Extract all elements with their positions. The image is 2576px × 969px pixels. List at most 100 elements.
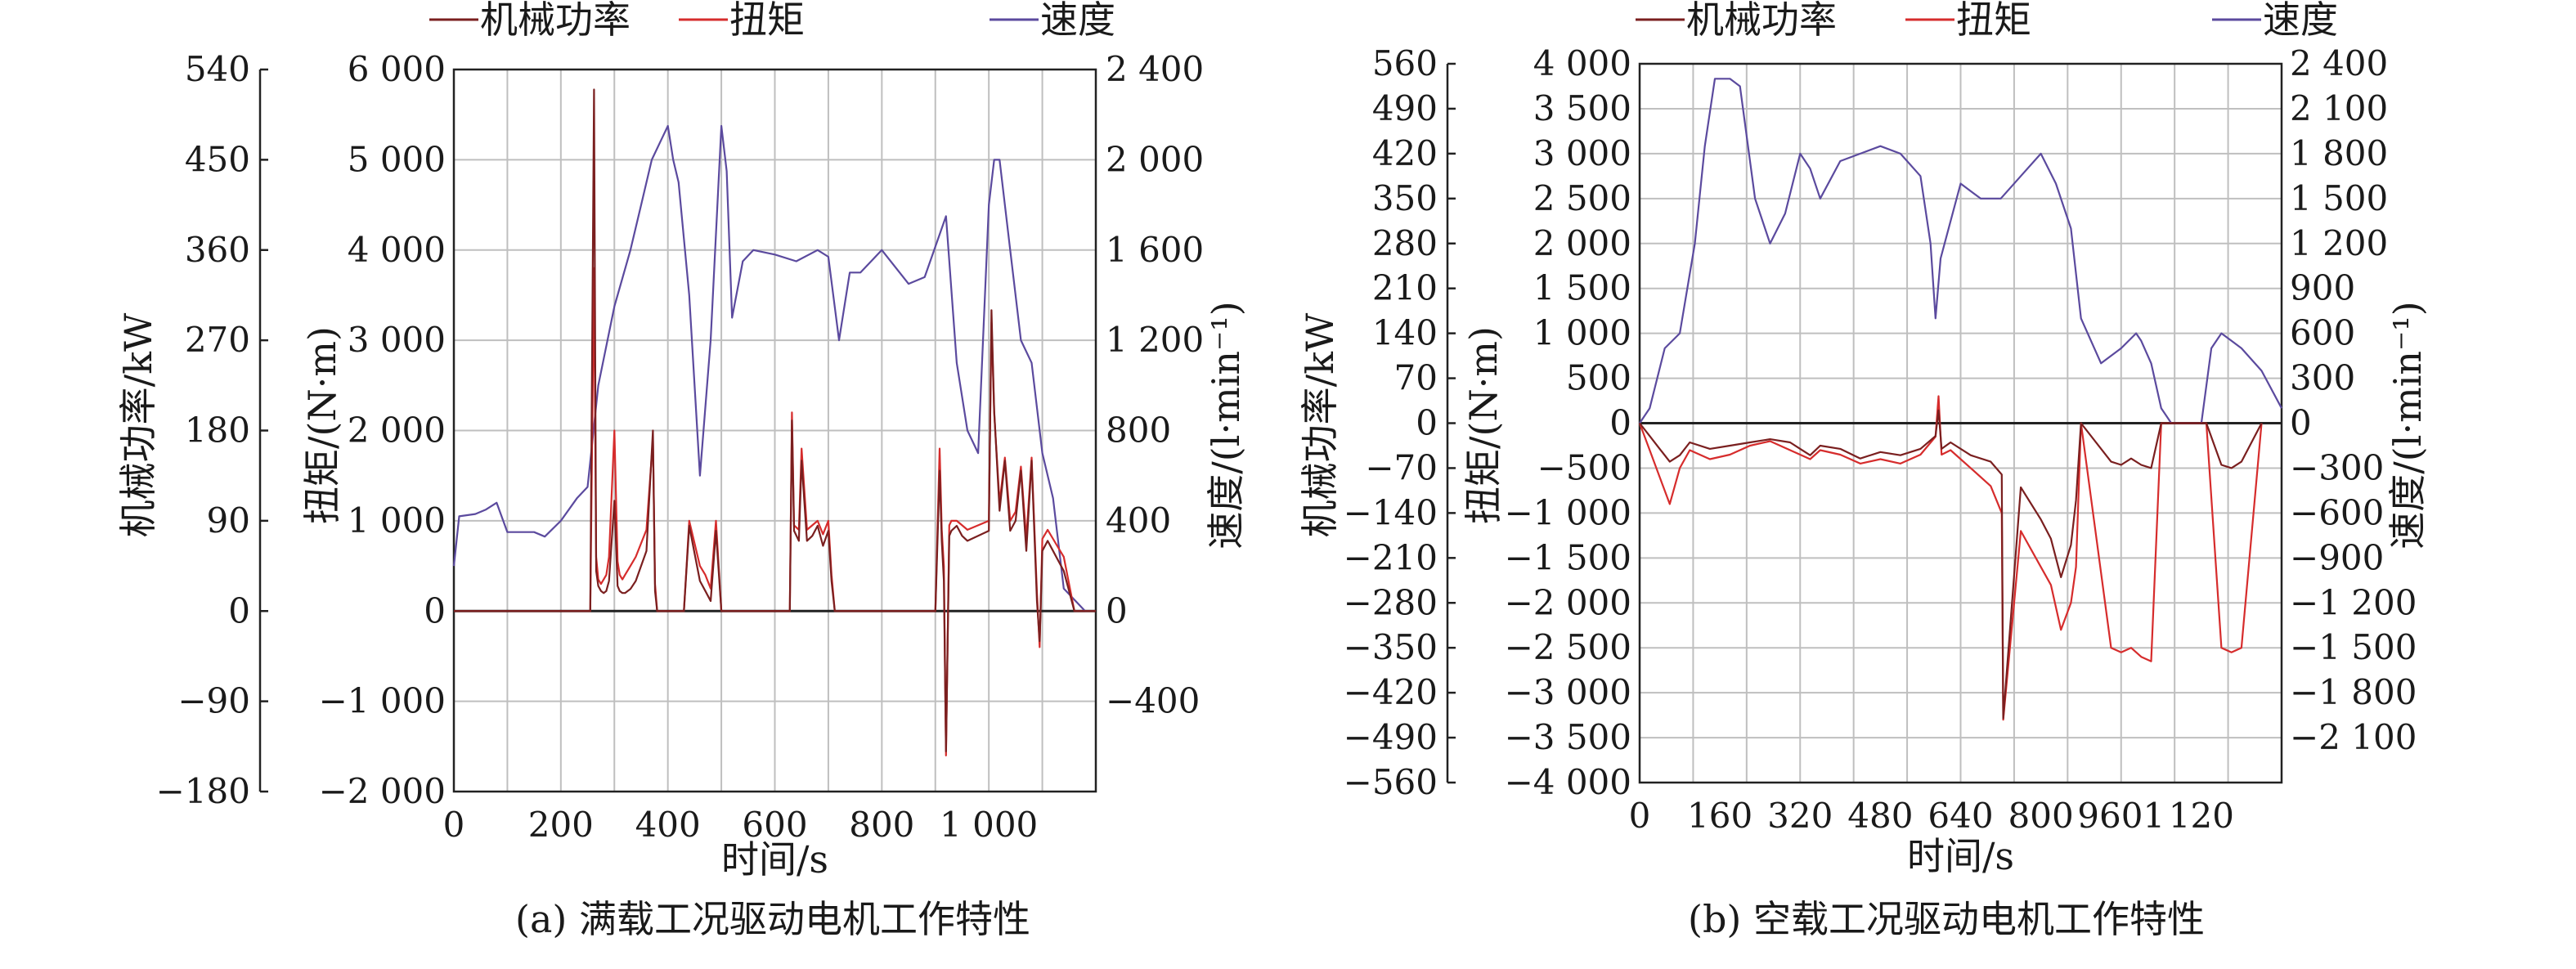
torque-tick-label: −2 500 (1505, 627, 1631, 667)
torque-tick-label: 2 000 (1533, 223, 1631, 263)
x-tick-label: 480 (1847, 796, 1913, 836)
power-tick-label: −490 (1344, 717, 1438, 757)
torque-tick-label: 4 000 (1533, 43, 1631, 83)
chart-panel-a: 540 450 360 270 180 90 0 −90 −180 6 000 5 000 4 000… (116, 0, 1248, 941)
legend-label: 扭矩 (729, 0, 805, 42)
power-tick-label: 180 (185, 410, 250, 451)
torque-tick-label: 2 500 (1533, 178, 1631, 218)
speed-tick-label: −1 200 (2290, 582, 2417, 622)
legend-label: 速度 (2263, 0, 2338, 42)
torque-tick-label: −2 000 (319, 771, 446, 811)
speed-tick-label: 300 (2290, 358, 2355, 398)
torque-tick-label: 1 000 (1533, 313, 1631, 353)
speed-tick-label: 1 500 (2290, 178, 2388, 218)
x-tick-label: 600 (742, 805, 807, 845)
power-tick-label: 540 (185, 49, 250, 89)
x-tick-label: 800 (2008, 796, 2074, 836)
x-tick-label: 400 (635, 805, 701, 845)
power-axis-title: 机械功率/kW (1298, 312, 1342, 537)
power-axis-title: 机械功率/kW (116, 312, 160, 537)
speed-tick-label: −600 (2290, 492, 2384, 532)
power-tick-label: 140 (1372, 313, 1438, 353)
torque-tick-label: −2 000 (1505, 582, 1631, 622)
torque-tick-label: 500 (1566, 358, 1631, 398)
speed-tick-label: 0 (2290, 403, 2312, 443)
speed-tick-label: 2 400 (2290, 43, 2388, 83)
power-tick-label: −90 (177, 681, 250, 721)
chart-panel-b: 560490420350280210140700−70−140−210−280−… (1298, 0, 2430, 941)
power-tick-label: 490 (1372, 88, 1438, 128)
speed-axis-title: 速度/(l·min⁻¹) (1204, 301, 1248, 549)
power-tick-label: −560 (1344, 762, 1438, 802)
x-tick-label: 120 (2169, 796, 2234, 836)
legend-label: 机械功率 (480, 0, 631, 42)
speed-tick-label: 1 800 (2290, 133, 2388, 173)
power-tick-label: 560 (1372, 43, 1438, 83)
power-tick-label: 360 (185, 230, 250, 270)
series-line-power (454, 88, 1096, 753)
x-tick-label: 9601 (2077, 796, 2165, 836)
power-tick-label: −350 (1344, 627, 1438, 667)
x-tick-label: 320 (1767, 796, 1833, 836)
speed-tick-label: 2 000 (1106, 139, 1204, 179)
x-tick-label: 640 (1928, 796, 1993, 836)
power-tick-label: −180 (156, 771, 250, 811)
power-tick-label: 210 (1372, 268, 1438, 308)
torque-tick-label: −1 000 (319, 681, 446, 721)
power-tick-label: −140 (1344, 492, 1438, 532)
power-tick-label: 350 (1372, 178, 1438, 218)
x-tick-label: 200 (528, 805, 594, 845)
torque-axis-title: 扭矩/(N·m) (300, 326, 344, 524)
power-tick-label: 270 (185, 320, 250, 360)
speed-tick-label: −1 500 (2290, 627, 2417, 667)
x-tick-label: 800 (849, 805, 914, 845)
speed-tick-label: −2 100 (2290, 717, 2417, 757)
power-tick-label: 90 (207, 500, 250, 541)
torque-tick-label: 1 000 (348, 500, 446, 541)
speed-tick-label: 600 (2290, 313, 2355, 353)
torque-axis-title: 扭矩/(N·m) (1461, 326, 1506, 524)
torque-tick-label: 0 (424, 590, 446, 630)
speed-tick-label: 0 (1106, 590, 1128, 630)
panel-caption: (a) 满载工况驱动电机工作特性 (515, 897, 1030, 941)
power-tick-label: −70 (1365, 447, 1438, 487)
x-axis-title: 时间/s (721, 837, 828, 882)
speed-tick-label: 2 100 (2290, 88, 2388, 128)
speed-tick-label: 1 200 (1106, 320, 1204, 360)
torque-tick-label: −3 500 (1505, 717, 1631, 757)
speed-tick-label: 1 200 (2290, 223, 2388, 263)
power-tick-label: −210 (1344, 537, 1438, 577)
power-tick-label: 70 (1394, 358, 1438, 398)
torque-tick-label: 5 000 (348, 139, 446, 179)
speed-tick-label: −1 800 (2290, 672, 2417, 712)
power-tick-label: −420 (1344, 672, 1438, 712)
legend-label: 速度 (1040, 0, 1115, 42)
torque-tick-label: 2 000 (348, 410, 446, 451)
series-line-torque (1638, 395, 2263, 721)
speed-axis-title: 速度/(l·min⁻¹) (2385, 301, 2430, 549)
plot-frame (452, 68, 1097, 793)
power-tick-label: 0 (1416, 403, 1438, 443)
series-line-speed (452, 124, 1096, 612)
panel-caption: (b) 空载工况驱动电机工作特性 (1688, 897, 2205, 941)
speed-tick-label: −400 (1106, 681, 1200, 721)
torque-tick-label: −3 000 (1505, 672, 1631, 712)
x-tick-label: 160 (1687, 796, 1752, 836)
torque-tick-label: 6 000 (348, 49, 446, 89)
speed-tick-label: 800 (1106, 410, 1171, 451)
speed-tick-label: 400 (1106, 500, 1171, 541)
torque-tick-label: −1 500 (1505, 537, 1631, 577)
torque-tick-label: 3 000 (1533, 133, 1631, 173)
x-tick-label: 1 000 (940, 805, 1038, 845)
torque-tick-label: −4 000 (1505, 762, 1631, 802)
series-line-power (1639, 409, 2263, 720)
x-tick-label: 0 (1629, 796, 1651, 836)
torque-tick-label: 1 500 (1533, 268, 1631, 308)
legend-label: 机械功率 (1686, 0, 1837, 42)
x-axis-title: 时间/s (1907, 834, 2014, 878)
torque-tick-label: 3 500 (1533, 88, 1631, 128)
legend-label: 扭矩 (1956, 0, 2031, 42)
torque-tick-label: 4 000 (348, 230, 446, 270)
torque-tick-label: 3 000 (348, 320, 446, 360)
